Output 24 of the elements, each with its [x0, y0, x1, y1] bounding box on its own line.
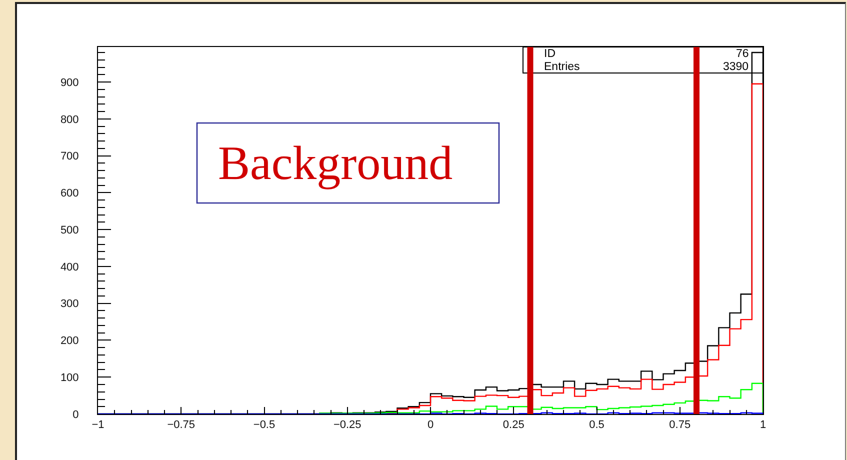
x-tick-label: −0.5 [253, 419, 276, 432]
y-tick-label: 800 [60, 114, 79, 126]
x-tick-label: −0.75 [167, 419, 196, 432]
y-tick-label: 100 [60, 372, 79, 384]
x-tick-label: 1 [760, 419, 766, 432]
annotation: Background [218, 137, 453, 190]
y-tick-label: 900 [60, 76, 79, 89]
annotation: ID [544, 48, 556, 60]
y-tick-label: 400 [60, 261, 79, 274]
annotation: 76 [736, 48, 749, 60]
x-tick-label: 0.5 [589, 419, 604, 432]
y-tick-label: 700 [60, 150, 79, 163]
y-tick-label: 500 [60, 224, 79, 236]
annotation: Entries [544, 61, 580, 73]
y-tick-label: 200 [60, 335, 79, 348]
x-tick-label: 0.25 [502, 419, 524, 432]
y-tick-label: 0 [72, 408, 79, 421]
y-tick-label: 300 [60, 298, 79, 310]
x-tick-label: 0.75 [669, 419, 691, 432]
x-tick-label: −1 [92, 419, 104, 432]
annotation: 3390 [723, 61, 749, 73]
x-tick-label: −0.25 [333, 419, 362, 432]
x-tick-label: 0 [427, 419, 434, 432]
y-tick-label: 600 [60, 188, 79, 200]
